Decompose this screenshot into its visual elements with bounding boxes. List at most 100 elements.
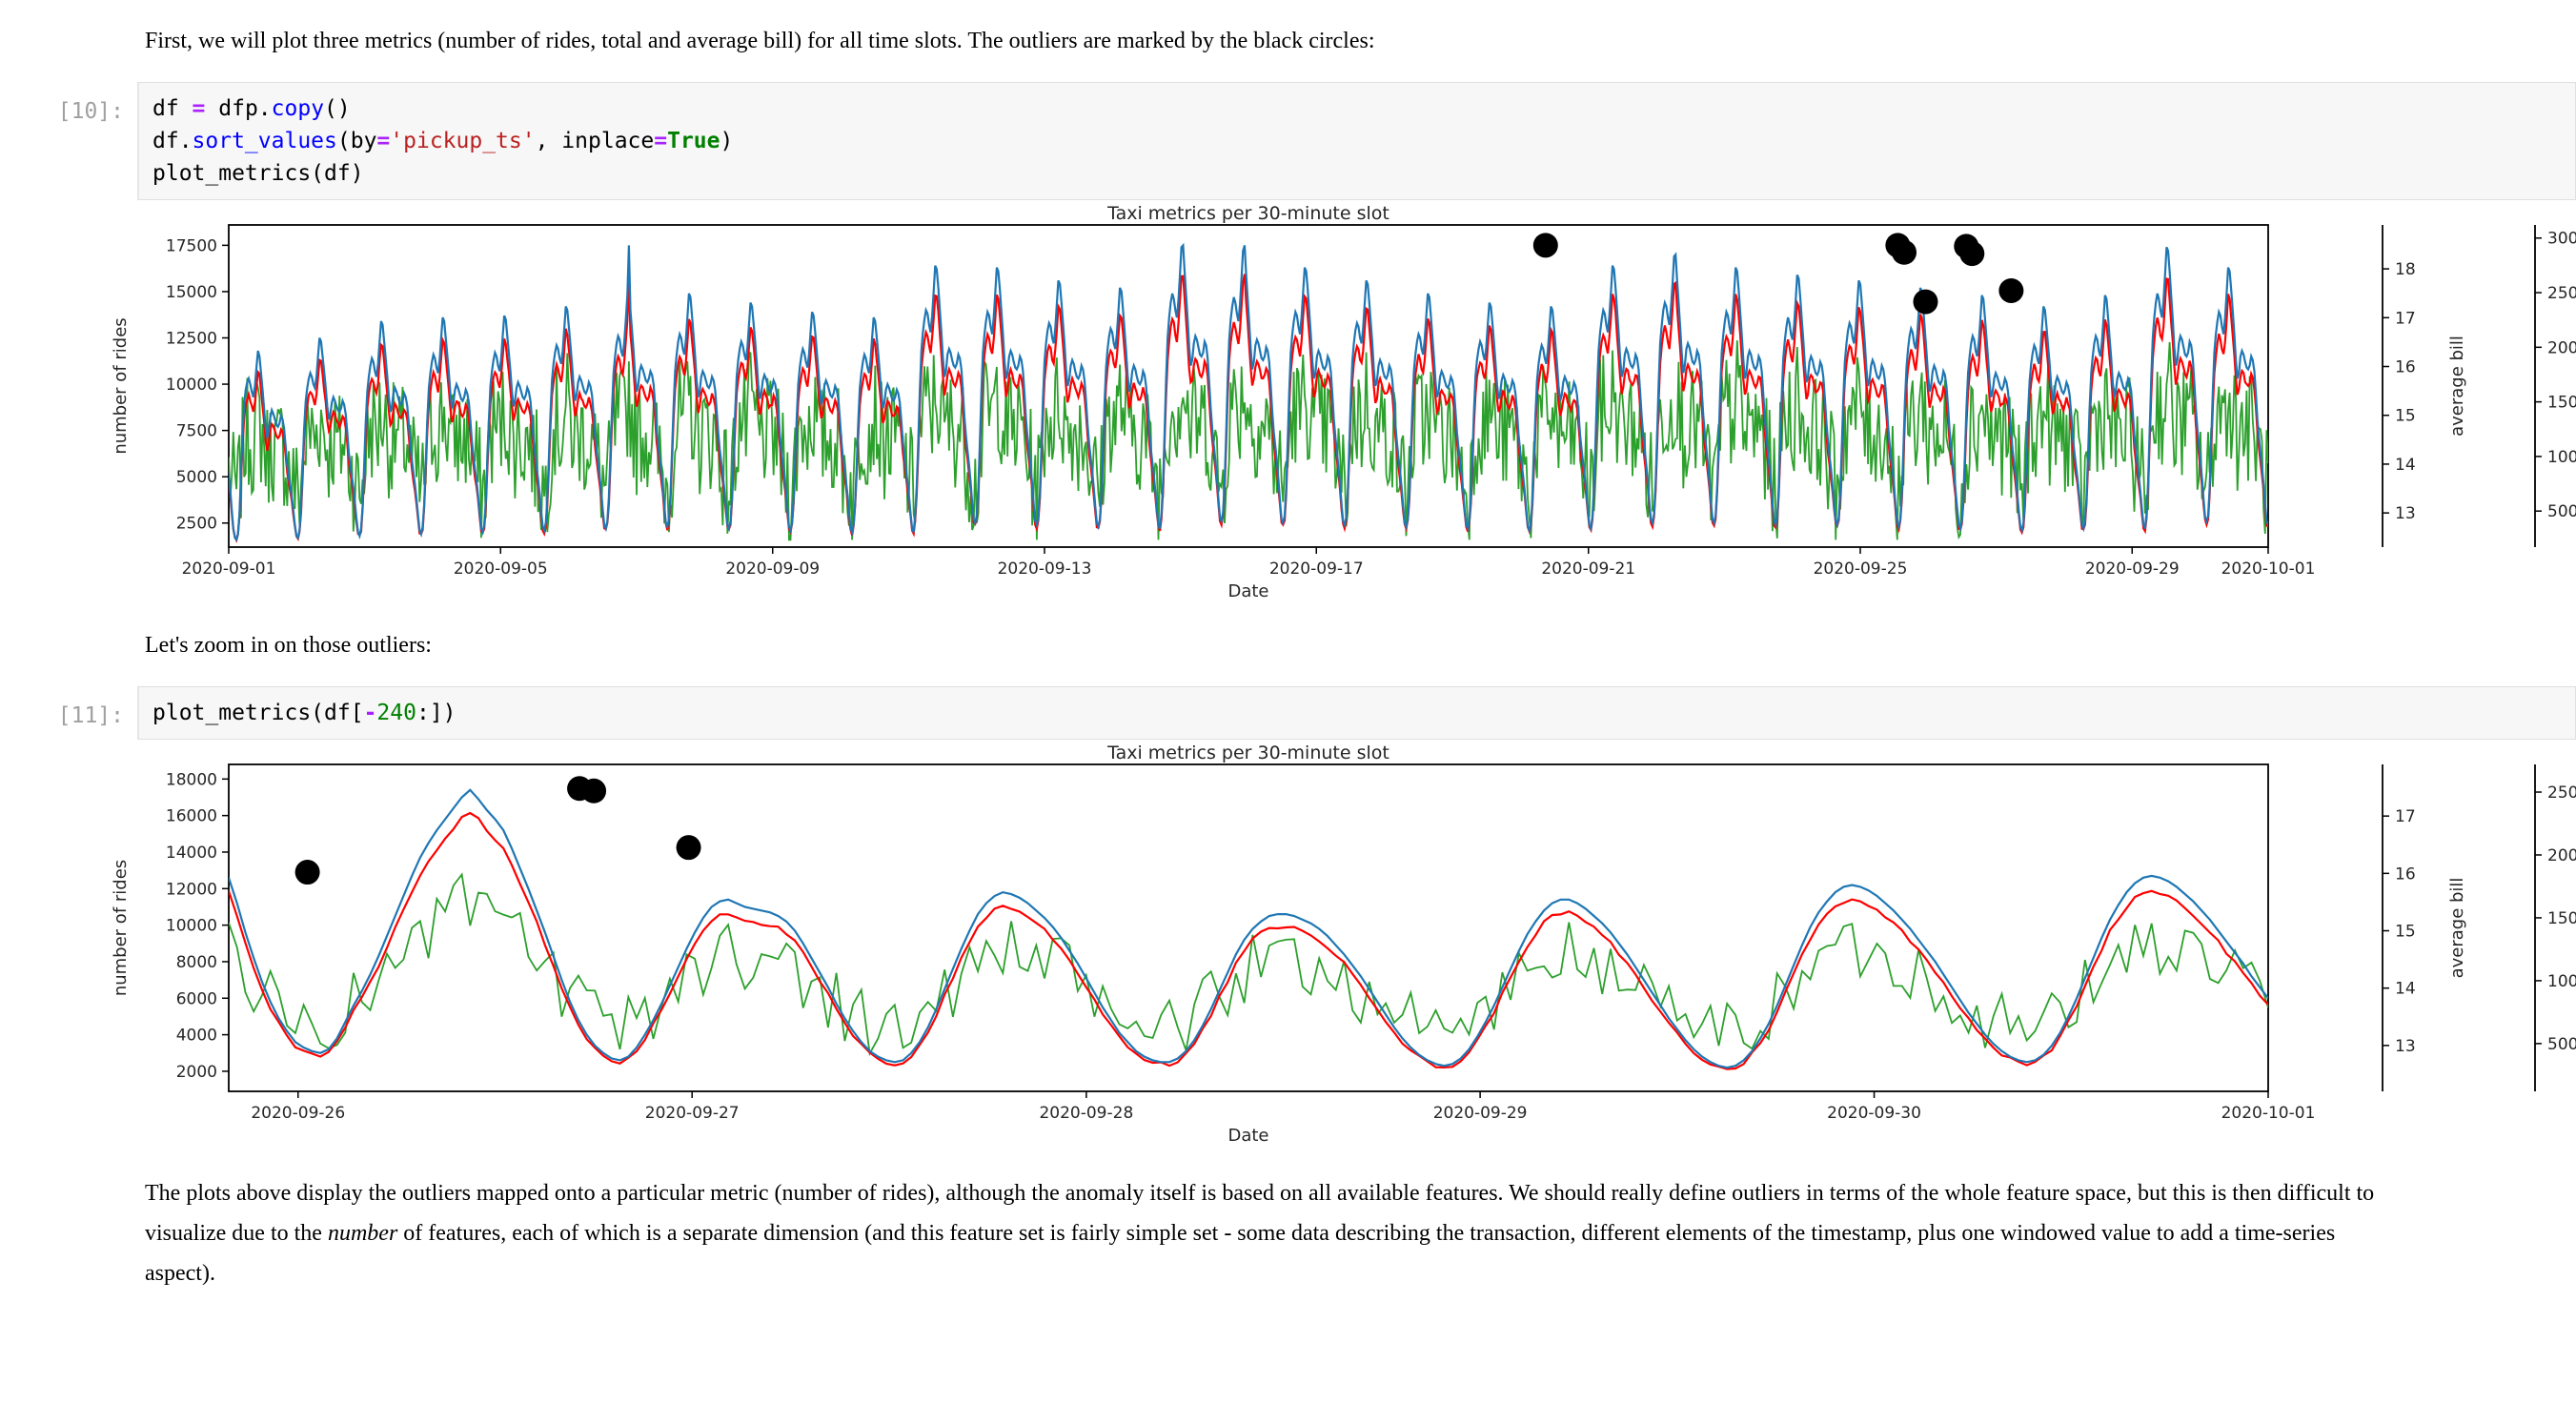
ytick-label-left: 7500 [176, 422, 217, 441]
code-token: , inplace [535, 129, 655, 153]
code-token: plot_metrics(df) [152, 161, 364, 186]
ytick-label-left: 4000 [176, 1027, 217, 1046]
ytick-label-right: 250000 [2547, 284, 2576, 303]
outlier-marker [1913, 289, 1938, 315]
xtick-label: 2020-09-28 [1039, 1104, 1133, 1123]
code-token: plot_metrics(df[ [152, 701, 364, 725]
ytick-label-right: 200000 [2547, 338, 2576, 357]
ytick-label-right: 18 [2395, 260, 2416, 279]
ytick-label-left: 12500 [166, 329, 217, 348]
chart-title: Taxi metrics per 30-minute slot [1106, 204, 1389, 224]
closing-text-part1: The plots above display the outliers map… [145, 1181, 2375, 1246]
code-token: = [654, 129, 668, 153]
ytick-label-left: 2000 [176, 1063, 217, 1082]
xtick-label: 2020-09-05 [454, 559, 548, 579]
ytick-label-left: 14000 [166, 844, 217, 863]
outlier-marker [676, 835, 701, 861]
code-token: (by [336, 129, 377, 153]
ytick-label-right: 150000 [2547, 909, 2576, 928]
series-total-bill [229, 274, 2268, 543]
xtick-label: 2020-10-01 [2221, 1104, 2316, 1123]
series-average-bill [229, 340, 2268, 541]
code-cell-11[interactable]: [11]: plot_metrics(df[-240:]) [0, 686, 2576, 740]
ytick-label-left: 5000 [176, 468, 217, 487]
xtick-label: 2020-09-25 [1814, 559, 1908, 579]
code-source-11[interactable]: plot_metrics(df[-240:]) [152, 697, 2575, 729]
code-input-10[interactable]: df = dfp.copy() df.sort_values(by='picku… [137, 82, 2576, 200]
ytick-label-right: 100000 [2547, 448, 2576, 467]
chart-zoom-last-240-svg: Taxi metrics per 30-minute slot 2000 4000 6… [111, 743, 2576, 1146]
code-token: ) [720, 129, 734, 153]
code-input-11[interactable]: plot_metrics(df[-240:]) [137, 686, 2576, 740]
plot-frame [228, 224, 2269, 548]
notebook-container: First, we will plot three metrics (numbe… [0, 0, 2576, 1293]
markdown-cell-mid: Let's zoom in on those outliers: [0, 604, 2576, 665]
xtick-label: 2020-09-27 [645, 1104, 740, 1123]
markdown-cell-closing: The plots above display the outliers map… [0, 1149, 2576, 1293]
ytick-label-left: 16000 [166, 807, 217, 826]
ytick-label-left: 12000 [166, 880, 217, 899]
intro-paragraph: First, we will plot three metrics (numbe… [145, 29, 1375, 53]
figure-output-11: Taxi metrics per 30-minute slot 2000 4000 6… [0, 743, 2576, 1149]
code-token: copy [271, 96, 325, 121]
ytick-label-right: 300000 [2547, 230, 2576, 249]
series-number-of-rides [229, 242, 2268, 542]
ytick-label-left: 10000 [166, 376, 217, 395]
yaxis-label-rides: number of rides [111, 860, 131, 996]
xaxis-label: Date [1227, 581, 1268, 601]
code-token: - [363, 701, 377, 725]
xtick-label: 2020-09-21 [1541, 559, 1635, 579]
ytick-label-left: 10000 [166, 917, 217, 936]
xtick-label: 2020-09-09 [725, 559, 820, 579]
closing-text-emphasis: number [327, 1221, 398, 1246]
ytick-label-right: 16 [2395, 358, 2416, 377]
xtick-label: 2020-09-29 [1433, 1104, 1528, 1123]
ytick-label-right: 100000 [2547, 972, 2576, 991]
plot-frame [228, 763, 2269, 1092]
ytick-label-right: 50000 [2547, 1035, 2576, 1054]
outlier-marker [294, 860, 320, 885]
xtick-label: 2020-09-01 [182, 559, 276, 579]
code-token: df [152, 96, 193, 121]
closing-paragraph: The plots above display the outliers map… [145, 1173, 2404, 1293]
ytick-label-right: 17 [2395, 309, 2416, 328]
code-token: df. [152, 129, 193, 153]
ytick-label-right: 15 [2395, 407, 2416, 426]
mid-paragraph: Let's zoom in on those outliers: [145, 633, 432, 658]
series-group [229, 776, 2268, 1070]
xaxis-label: Date [1227, 1126, 1268, 1146]
code-token: () [324, 96, 351, 121]
yaxis-label-average-bill: average bill [2447, 336, 2467, 437]
ytick-label-right: 14 [2395, 456, 2416, 475]
xtick-label: 2020-09-30 [1827, 1104, 1921, 1123]
chart-zoom-last-240: Taxi metrics per 30-minute slot 2000 4000 6… [0, 743, 2576, 1149]
ytick-label-left: 8000 [176, 953, 217, 972]
code-token: dfp. [205, 96, 272, 121]
ytick-label-left: 17500 [166, 236, 217, 255]
ytick-label-right: 250000 [2547, 783, 2576, 803]
series-number-of-rides [229, 788, 2268, 1069]
input-prompt-11: [11]: [57, 703, 124, 728]
ytick-label-right: 50000 [2547, 502, 2576, 521]
closing-text-part2: of features, each of which is a separate… [145, 1221, 2336, 1286]
ytick-label-right: 16 [2395, 865, 2416, 884]
markdown-cell-intro: First, we will plot three metrics (numbe… [0, 0, 2576, 61]
code-cell-10[interactable]: [10]: df = dfp.copy() df.sort_values(by=… [0, 82, 2576, 200]
ytick-label-right: 17 [2395, 807, 2416, 826]
outlier-marker [1998, 277, 2024, 303]
xtick-label: 2020-09-26 [251, 1104, 345, 1123]
chart-full-range: Taxi metrics per 30-minute slot 2500 5000 7… [0, 204, 2576, 604]
code-token: sort_values [192, 129, 337, 153]
xtick-label: 2020-09-29 [2085, 559, 2180, 579]
ytick-label-right: 15 [2395, 923, 2416, 942]
series-total-bill [229, 811, 2268, 1070]
input-prompt-10: [10]: [57, 99, 124, 124]
ytick-label-right: 14 [2395, 980, 2416, 999]
xtick-label: 2020-10-01 [2221, 559, 2316, 579]
ytick-label-left: 2500 [176, 515, 217, 534]
yaxis-label-rides: number of rides [111, 317, 131, 454]
code-token: True [667, 129, 720, 153]
series-group [229, 233, 2268, 543]
code-token: 240 [376, 701, 416, 725]
code-source-10[interactable]: df = dfp.copy() df.sort_values(by='picku… [152, 92, 2575, 190]
